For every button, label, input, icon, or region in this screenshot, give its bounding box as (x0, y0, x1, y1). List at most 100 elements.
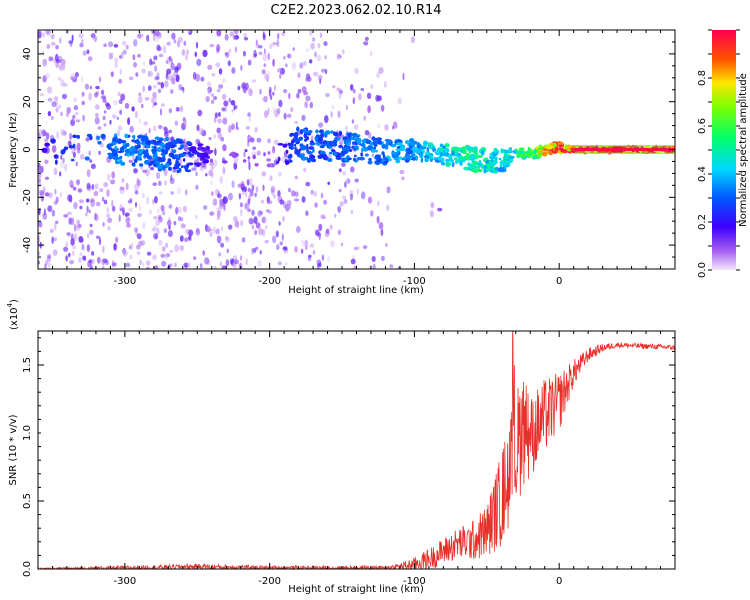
spectrogram-speckle (144, 97, 150, 101)
spectrogram-speckle (294, 175, 298, 180)
spectrogram-speckle (136, 251, 141, 255)
spectrogram-speckle (119, 109, 122, 115)
spectrogram-speckle (88, 198, 94, 203)
spectrogram-speckle (112, 262, 117, 267)
spectrogram-speckle (261, 171, 267, 177)
spectrogram-band-cell (461, 158, 466, 163)
spectrogram-speckle (53, 96, 59, 101)
spectrogram-speckle (371, 256, 376, 262)
spectrogram-band-cell (267, 151, 271, 155)
spectrogram-speckle (324, 55, 327, 60)
spectrogram-band-cell (161, 148, 166, 153)
spectrogram-band-cell (360, 152, 363, 157)
spectrogram-band-cell (544, 144, 548, 149)
spectrogram-speckle (171, 77, 176, 85)
spectrogram-y-tick-label: 0 (22, 146, 33, 152)
spectrogram-band-cell (396, 150, 401, 156)
spectrogram-speckle (194, 51, 198, 58)
spectrogram-speckle (380, 255, 385, 261)
spectrogram-speckle (196, 227, 199, 233)
spectrogram-speckle (296, 226, 301, 233)
spectrogram-band-cell (465, 153, 470, 156)
spectrogram-speckle (76, 142, 81, 151)
spectrogram-speckle (38, 132, 41, 141)
spectrogram-speckle (285, 63, 288, 68)
spectrogram-speckle (66, 232, 71, 236)
spectrogram-speckle (175, 106, 180, 112)
spectrogram-speckle (114, 62, 118, 69)
spectrogram-band-cell (154, 136, 160, 140)
spectrogram-band-cell (417, 144, 421, 149)
spectrogram-speckle (147, 70, 154, 77)
spectrogram-band-cell (60, 149, 66, 155)
spectrogram-band-cell (107, 143, 114, 147)
spectrogram-speckle (179, 235, 184, 242)
spectrogram-speckle (57, 76, 62, 81)
spectrogram-speckle (157, 208, 160, 215)
spectrogram-x-tick-label: -200 (258, 276, 281, 287)
spectrogram-speckle (152, 125, 157, 131)
spectrogram-speckle (318, 262, 322, 268)
spectrogram-band-cell (558, 144, 563, 148)
spectrogram-speckle (216, 210, 221, 218)
spectrogram-speckle (137, 213, 142, 218)
spectrogram-speckle (80, 238, 84, 244)
spectrogram-speckle (211, 72, 216, 77)
spectrogram-speckle (330, 111, 333, 118)
spectrogram-speckle (313, 71, 318, 77)
spectrogram-speckle (138, 240, 143, 247)
spectrogram-speckle (63, 214, 69, 218)
spectrogram-band-cell (299, 129, 304, 135)
spectrogram-speckle (223, 203, 226, 211)
spectrogram-speckle (59, 171, 62, 177)
svg-text:(x104): (x104) (6, 299, 20, 330)
spectrogram-band-cell (376, 137, 382, 141)
spectrogram-speckle (138, 92, 142, 97)
spectrogram-band-cell (478, 159, 482, 166)
spectrogram-band-cell (533, 148, 537, 155)
spectrogram-speckle (122, 49, 127, 55)
spectrogram-speckle (259, 210, 264, 215)
spectrogram-speckle (269, 43, 273, 50)
spectrogram-speckle (264, 239, 269, 244)
spectrogram-band-cell (458, 153, 462, 156)
spectrogram-speckle (94, 92, 99, 98)
spectrogram-speckle (55, 220, 59, 224)
spectrogram-y-tick-label: -40 (22, 237, 33, 253)
spectrogram-speckle (90, 197, 95, 203)
spectrogram-speckle (153, 95, 157, 103)
spectrogram-speckle (317, 74, 323, 81)
spectrogram-speckle (54, 222, 57, 231)
spectrogram-speckle (59, 160, 65, 169)
spectrogram-speckle (129, 254, 133, 260)
spectrogram-speckle (176, 187, 182, 195)
spectrogram-speckle (277, 190, 281, 197)
spectrogram-speckle (91, 184, 95, 190)
spectrogram-speckle (215, 62, 221, 68)
spectrogram-band-cell (133, 150, 138, 154)
spectrogram-speckle (107, 217, 113, 224)
spectrogram-speckle (355, 246, 361, 250)
spectrogram-band-cell (116, 138, 123, 144)
spectrogram-band-cell (197, 151, 200, 158)
spectrogram-band-cell (347, 134, 351, 140)
spectrogram-band-cell (319, 145, 325, 149)
spectrogram-speckle (299, 62, 304, 69)
spectrogram-speckle (51, 145, 57, 153)
spectrogram-speckle (301, 86, 307, 93)
spectrogram-band-cell (374, 154, 382, 158)
spectrogram-speckle (341, 162, 346, 168)
spectrogram-speckle (207, 81, 212, 87)
spectrogram-band-cell (554, 146, 559, 152)
spectrogram-speckle (154, 76, 160, 81)
spectrogram-speckle (128, 207, 134, 213)
snr-y-ticks: 0.0 0.5 1.0 1.5 (22, 337, 675, 577)
spectrogram-band-cell (363, 146, 368, 152)
spectrogram-speckle (375, 94, 380, 102)
spectrogram-speckle (103, 182, 109, 188)
spectrogram-band-cell (426, 147, 429, 153)
spectrogram-speckle (128, 76, 134, 81)
spectrogram-speckle (122, 40, 127, 46)
spectrogram-speckle (232, 255, 238, 261)
spectrogram-band-cell (483, 165, 488, 169)
